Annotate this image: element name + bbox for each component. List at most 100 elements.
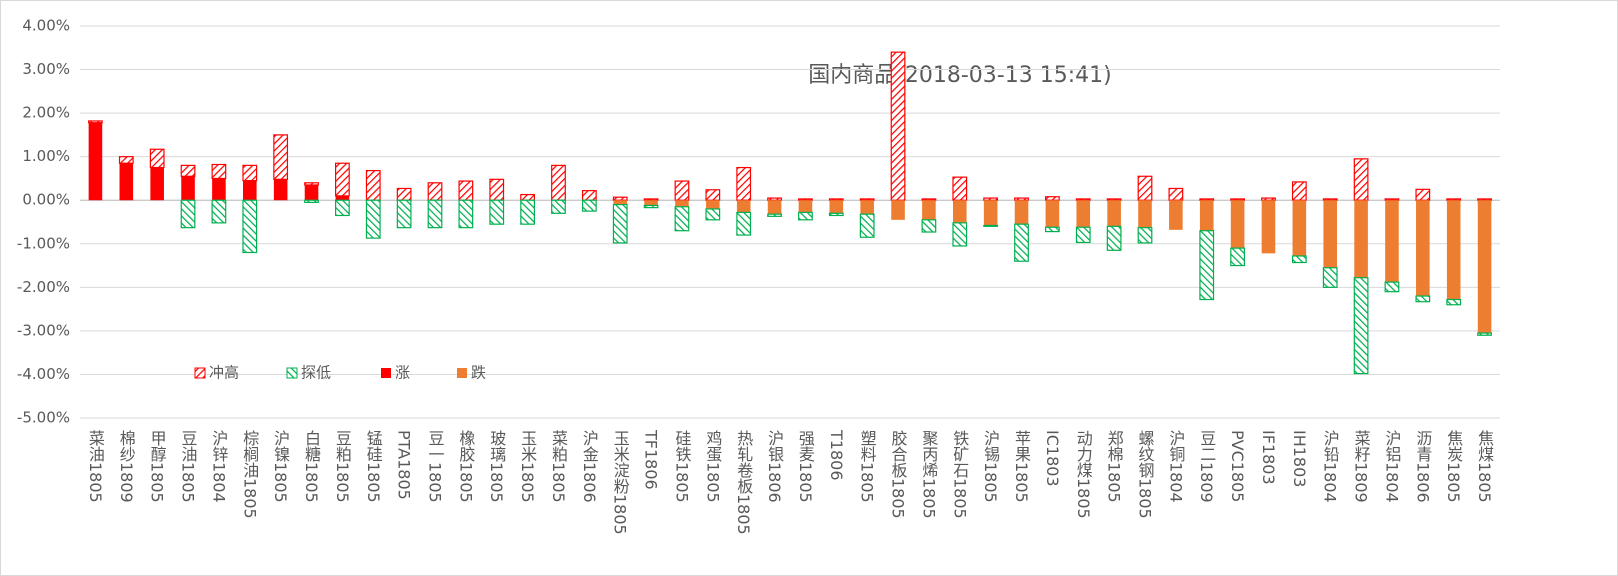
bar-segment <box>1137 175 1153 201</box>
bar-segment <box>1014 197 1029 201</box>
bar-segment <box>1138 200 1152 228</box>
bar-segment <box>613 200 628 205</box>
x-tick-label: 沪铜1804 <box>1166 430 1185 503</box>
bar-segment <box>1107 200 1121 227</box>
bar-segment <box>1446 198 1462 201</box>
bar-segment <box>1230 200 1245 249</box>
bar-segment <box>396 199 412 229</box>
bar-segment <box>767 200 782 215</box>
bar-segment <box>644 200 658 206</box>
x-tick-label: 豆二1809 <box>1197 430 1216 503</box>
bar-segment <box>1292 200 1307 256</box>
bar-segment <box>520 193 535 201</box>
bar-segment <box>581 190 597 201</box>
x-tick-label: PTA1805 <box>395 430 414 500</box>
bar-segment <box>1199 198 1215 201</box>
x-tick-label: 鸡蛋1805 <box>703 430 722 503</box>
bar-segment <box>335 195 350 201</box>
bar-segment <box>860 200 874 215</box>
bar-segment <box>242 180 257 201</box>
x-tick-label: IH1803 <box>1290 430 1309 487</box>
bar-segment <box>1384 198 1400 201</box>
bar-segment <box>891 200 905 220</box>
bar-segment <box>1291 255 1307 264</box>
y-tick-label: 4.00% <box>22 17 70 35</box>
bar-segment <box>581 199 597 212</box>
bar-segment <box>952 222 968 247</box>
x-tick-label: 豆一1805 <box>426 430 445 503</box>
bar-segment <box>88 120 103 124</box>
x-tick-label: PVC1805 <box>1228 430 1247 502</box>
bar-segment <box>520 199 535 225</box>
bar-segment <box>705 189 721 201</box>
x-tick-label: 硅铁1805 <box>672 430 691 503</box>
bar-segment <box>181 176 195 201</box>
bar-segment <box>1075 198 1091 201</box>
bar-segment <box>798 211 813 221</box>
x-tick-label: 沪锡1805 <box>981 430 1000 503</box>
y-tick-label: -1.00% <box>17 234 70 252</box>
y-tick-label: -2.00% <box>17 278 70 296</box>
x-tick-label: 棕榈油1805 <box>240 430 259 519</box>
bar-segment <box>736 166 752 201</box>
bar-segment <box>427 199 443 229</box>
bar-segment <box>150 167 164 201</box>
x-tick-label: 豆油1805 <box>179 430 198 503</box>
bar-segment <box>612 203 628 244</box>
bar-segment <box>118 156 134 164</box>
bar-segment <box>1384 281 1400 293</box>
bar-segment <box>1044 196 1060 201</box>
bar-segment <box>1075 226 1091 244</box>
x-tick-label: 玻璃1805 <box>487 430 506 503</box>
x-tick-label: 聚丙烯1805 <box>919 430 938 519</box>
bar-segment <box>180 164 196 177</box>
bar-segment <box>1415 188 1431 201</box>
bar-segment <box>458 180 474 201</box>
bar-segment <box>211 199 227 224</box>
bar-segment <box>643 198 659 201</box>
x-tick-label: 菜粕1805 <box>549 430 568 503</box>
bar-segment <box>890 51 906 201</box>
bar-segment <box>489 178 505 201</box>
bar-segment <box>1199 200 1214 231</box>
legend-label: 跌 <box>471 364 486 382</box>
bar-segment <box>674 206 690 232</box>
bar-segment <box>705 208 721 221</box>
bar-segment <box>921 198 937 201</box>
y-tick-label: 0.00% <box>22 191 70 209</box>
bar-segment <box>1230 247 1245 267</box>
bar-segment <box>1169 200 1183 230</box>
bar-segment <box>1477 332 1492 336</box>
bar-segment <box>242 199 258 254</box>
x-tick-label: 沥青1806 <box>1413 430 1432 503</box>
bar-segment <box>952 176 968 201</box>
legend-label: 探低 <box>301 364 331 382</box>
x-tick-label: 甲醇1805 <box>148 430 167 503</box>
bar-segment <box>706 200 720 209</box>
bar-segment <box>1014 200 1029 225</box>
bar-segment <box>798 198 813 201</box>
bar-segment <box>1076 200 1091 228</box>
legend-swatch <box>194 367 206 379</box>
bar-segment <box>767 197 782 201</box>
x-tick-label: 沪铝1804 <box>1382 430 1401 503</box>
bar-segment <box>304 182 319 186</box>
bar-segment <box>1230 198 1245 201</box>
bar-segment <box>212 178 226 201</box>
bar-segment <box>612 196 628 201</box>
legend-label: 冲高 <box>209 364 239 382</box>
x-tick-label: 铁矿石1805 <box>950 430 969 519</box>
bar-segment <box>1045 200 1060 228</box>
bar-segment <box>396 187 412 201</box>
x-tick-label: IC1803 <box>1043 430 1062 487</box>
x-tick-label: 棉纱1809 <box>117 430 136 503</box>
x-tick-label: 胶合板1805 <box>889 430 908 519</box>
x-tick-label: IF1803 <box>1259 430 1278 485</box>
x-tick-label: 菜油1805 <box>86 430 105 503</box>
bar-segment <box>335 162 350 197</box>
bar-segment <box>767 213 782 217</box>
x-tick-label: 橡胶1805 <box>456 430 475 503</box>
x-tick-label: 沪镍1805 <box>271 430 290 503</box>
bar-segment <box>1353 277 1369 375</box>
